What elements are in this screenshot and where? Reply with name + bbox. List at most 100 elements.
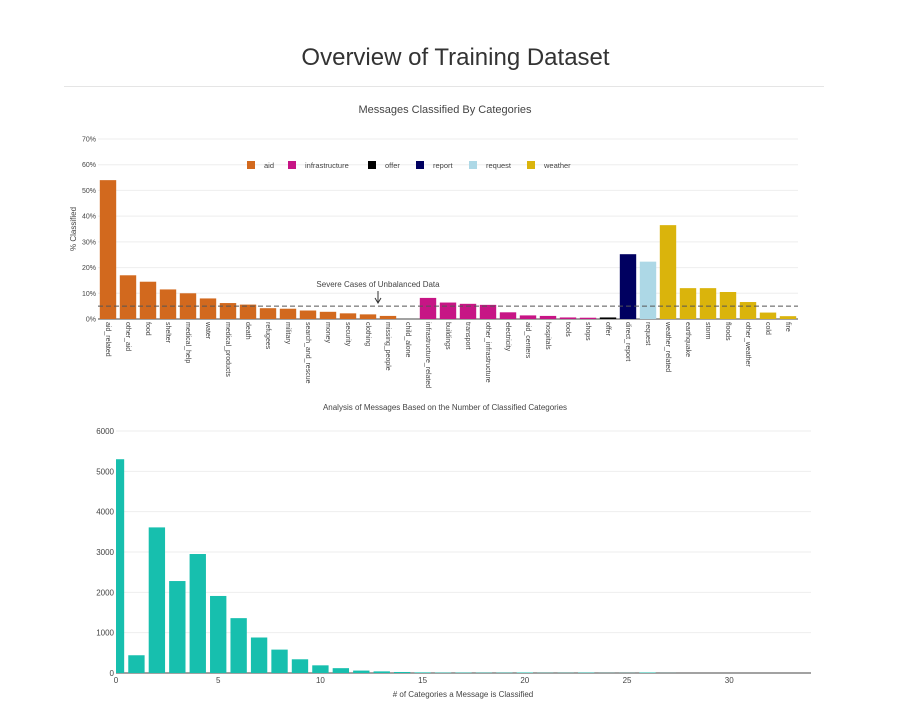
chart2-xtick-label: 5 (216, 676, 221, 685)
chart2-xtick-label: 25 (623, 676, 632, 685)
chart1-xtick-label: shops (584, 322, 591, 341)
chart1-xtick-label: aid_related (104, 322, 111, 357)
chart1-xtick-label: transport (464, 322, 471, 350)
chart2-x-axis-title: # of Categories a Message is Classified (393, 690, 534, 699)
chart2-xtick-label: 20 (520, 676, 529, 685)
chart1-xtick-label: shelter (164, 322, 171, 344)
chart1-xtick-label: request (644, 322, 651, 345)
chart1-xtick-label: storm (704, 322, 711, 340)
chart2-bar (353, 670, 370, 673)
chart1-bar (219, 303, 237, 319)
chart1-xtick-label: refugees (264, 322, 271, 350)
chart1-bar (419, 297, 437, 319)
chart1-xtick-label: food (144, 322, 151, 336)
chart1-annotation-text: Severe Cases of Unbalanced Data (316, 280, 440, 289)
chart1-bar (339, 313, 357, 319)
chart1-legend-label: request (486, 161, 512, 170)
chart1-legend-label: weather (543, 161, 571, 170)
chart1-bar (699, 288, 717, 319)
chart1-xtick-label: offer (604, 322, 611, 337)
chart2-xtick-label: 15 (418, 676, 427, 685)
chart2-bar (312, 665, 329, 673)
chart2-bar (394, 671, 411, 673)
chart1-ytick-label: 20% (82, 265, 96, 272)
chart1-title: Messages Classified By Categories (358, 104, 532, 116)
chart1-xtick-label: electricity (504, 322, 511, 352)
chart1-bar (639, 261, 657, 319)
chart2-ytick-label: 6000 (96, 427, 114, 436)
chart1-y-axis-title: % Classified (69, 207, 78, 251)
chart1-legend-swatch (368, 161, 376, 169)
chart1-bar (139, 281, 157, 319)
chart1-bar (199, 298, 217, 319)
chart1-xtick-label: infrastructure_related (424, 322, 431, 388)
chart1-xtick-label: earthquake (684, 322, 691, 357)
chart2-bar (414, 672, 431, 673)
chart2-bar (169, 581, 186, 673)
chart1-ytick-label: 10% (82, 291, 96, 298)
chart2-ytick-label: 1000 (96, 629, 114, 638)
chart1-xtick-label: fire (784, 322, 791, 332)
chart2-ytick-label: 2000 (96, 588, 114, 597)
chart1-bar (619, 254, 637, 319)
chart2-bar (291, 659, 309, 673)
chart2-title: Analysis of Messages Based on the Number… (323, 403, 567, 412)
chart2-xtick-label: 0 (114, 676, 119, 685)
chart1-bar (539, 315, 557, 319)
chart2-xtick-label: 10 (316, 676, 325, 685)
chart2-xtick-label: 30 (725, 676, 734, 685)
chart2-ytick-label: 3000 (96, 548, 114, 557)
chart1-xtick-label: clothing (364, 322, 371, 346)
chart2-ytick-label: 0 (110, 669, 115, 678)
chart1-bar (599, 317, 617, 319)
chart1-xtick-label: child_alone (404, 322, 411, 358)
chart1-legend-swatch (247, 161, 255, 169)
chart1-bar (679, 288, 697, 319)
chart1-xtick-label: other_aid (124, 322, 131, 351)
chart1-xtick-label: search_and_rescue (304, 322, 311, 384)
chart1-legend-swatch (469, 161, 477, 169)
chart1-legend-label: offer (385, 161, 400, 170)
chart1-bar (499, 312, 517, 319)
chart2-bar (230, 618, 247, 673)
chart1-ytick-label: 70% (82, 137, 96, 144)
chart2-bar (128, 655, 145, 673)
title-divider (64, 86, 824, 87)
chart1-legend-swatch (288, 161, 296, 169)
chart1-bar (559, 317, 577, 319)
chart1-xtick-label: direct_report (624, 322, 631, 361)
chart1-xtick-label: hospitals (544, 322, 551, 350)
chart2-bar (250, 637, 268, 673)
chart1-xtick-label: water (204, 321, 211, 340)
chart2-ytick-label: 5000 (96, 467, 114, 476)
chart2-bar (116, 459, 125, 673)
chart1-bar (279, 308, 297, 319)
page-title: Overview of Training Dataset (301, 44, 610, 71)
chart1-xtick-label: security (344, 322, 351, 347)
chart1-bar (159, 289, 177, 319)
chart1-xtick-label: cold (764, 322, 771, 335)
chart1-bar (379, 315, 397, 319)
chart1-bar (239, 304, 257, 319)
chart1-ytick-label: 40% (82, 214, 96, 221)
chart1-bar (759, 312, 777, 319)
chart1-bar (479, 304, 497, 319)
chart1-legend-swatch (416, 161, 424, 169)
chart1-xtick-label: medical_help (184, 322, 191, 363)
chart1-legend-swatch (527, 161, 535, 169)
chart1-bar (719, 292, 737, 319)
chart1-xtick-label: money (324, 322, 331, 344)
chart1-bar (119, 275, 137, 319)
chart1-bar (739, 302, 757, 319)
chart2-bar (148, 527, 166, 673)
chart1-xtick-label: buildings (444, 322, 451, 350)
chart2-ytick-label: 4000 (96, 508, 114, 517)
chart1-bar (359, 314, 377, 319)
chart1-ytick-label: 30% (82, 239, 96, 246)
chart1-xtick-label: weather_related (664, 321, 671, 372)
chart1-bar (779, 316, 797, 319)
chart1-bar (519, 315, 537, 319)
chart1-bar (439, 302, 457, 319)
